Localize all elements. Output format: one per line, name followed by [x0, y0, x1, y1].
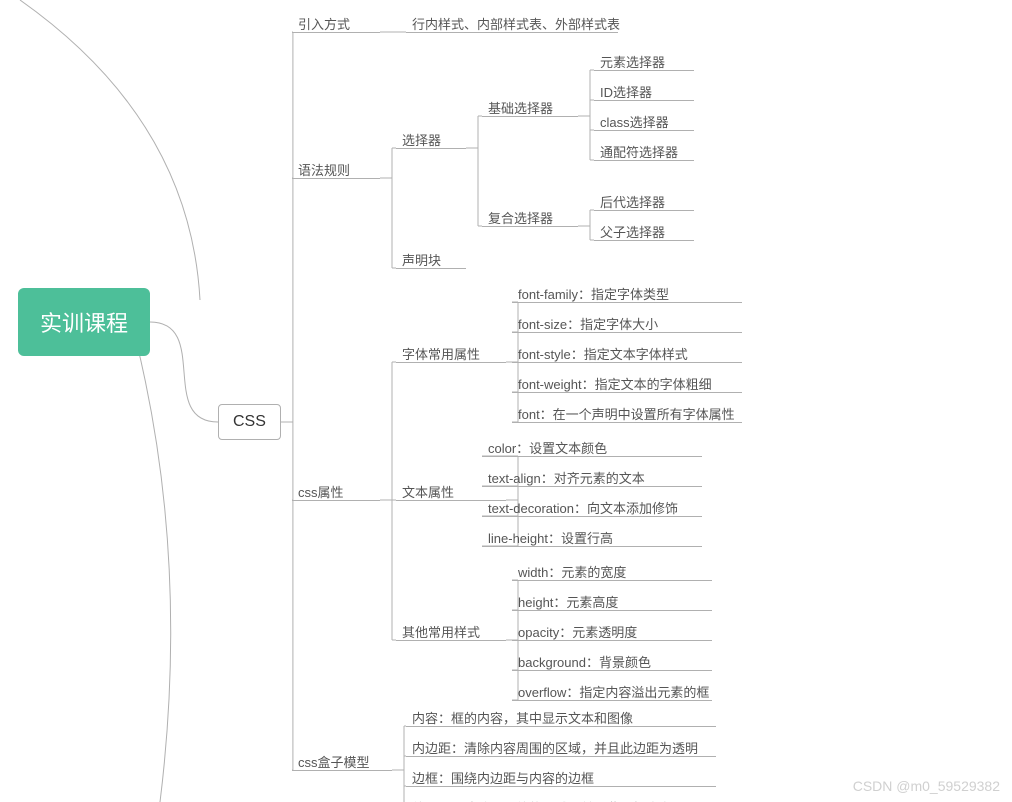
- underline-fst: [512, 362, 742, 363]
- underline-other_attr: [396, 640, 506, 641]
- underline-sel_elem: [594, 70, 694, 71]
- underline-selector: [396, 148, 466, 149]
- underline-box2: [406, 756, 716, 757]
- underline-box_model: [292, 770, 392, 771]
- underline-width: [512, 580, 712, 581]
- underline-decl: [396, 268, 466, 269]
- underline-opacity: [512, 640, 712, 641]
- node-root[interactable]: 实训课程: [18, 288, 150, 356]
- underline-ovf: [512, 700, 712, 701]
- underline-css_attr: [292, 500, 380, 501]
- underline-sel_wild: [594, 160, 694, 161]
- underline-bg: [512, 670, 712, 671]
- connector-layer: [0, 0, 1012, 802]
- underline-comp_sel: [482, 226, 578, 227]
- underline-grammar: [292, 178, 380, 179]
- underline-sel_class: [594, 130, 694, 131]
- underline-ta: [482, 486, 702, 487]
- underline-box3: [406, 786, 716, 787]
- watermark: CSDN @m0_59529382: [853, 778, 1000, 794]
- underline-basic_sel: [482, 116, 578, 117]
- underline-sel_child: [594, 240, 694, 241]
- underline-font_attr: [396, 362, 506, 363]
- underline-fw: [512, 392, 742, 393]
- underline-fs: [512, 332, 742, 333]
- underline-height: [512, 610, 712, 611]
- underline-import_leaf: [406, 32, 618, 33]
- underline-lh: [482, 546, 702, 547]
- node-css[interactable]: CSS: [218, 404, 281, 440]
- underline-box1: [406, 726, 716, 727]
- underline-ff: [512, 302, 742, 303]
- underline-sel_desc: [594, 210, 694, 211]
- underline-color: [482, 456, 702, 457]
- underline-font: [512, 422, 742, 423]
- underline-sel_id: [594, 100, 694, 101]
- underline-td: [482, 516, 702, 517]
- underline-import_method: [292, 32, 380, 33]
- node-box4: 外边距：清除边界外的区域，并且此边框也为透明: [406, 798, 704, 802]
